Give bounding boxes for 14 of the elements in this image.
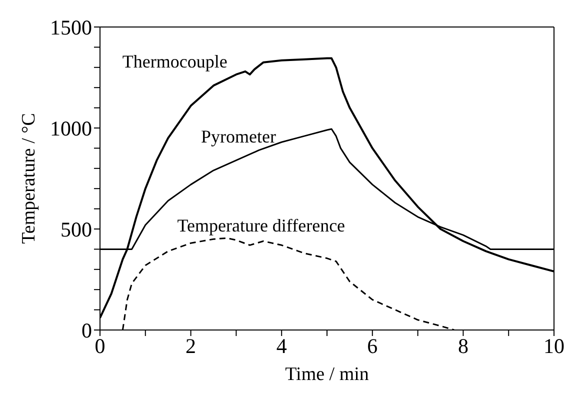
series-label: Thermocouple <box>122 52 228 72</box>
x-tick-label: 2 <box>186 334 196 358</box>
y-tick-label: 500 <box>60 217 92 242</box>
series-label: Pyrometer <box>200 126 276 146</box>
x-axis-title: Time / min <box>285 364 370 385</box>
series-label: Temperature difference <box>177 215 346 236</box>
x-tick-label: 6 <box>367 334 378 358</box>
y-tick-label: 1500 <box>50 15 92 40</box>
y-tick-label: 0 <box>82 318 92 342</box>
x-tick-label: 8 <box>458 334 468 358</box>
x-tick-label: 4 <box>276 334 288 358</box>
y-axis-title: Temperature / °C <box>18 113 40 244</box>
y-tick-label: 1000 <box>50 116 92 140</box>
x-tick-label: 10 <box>544 334 564 358</box>
